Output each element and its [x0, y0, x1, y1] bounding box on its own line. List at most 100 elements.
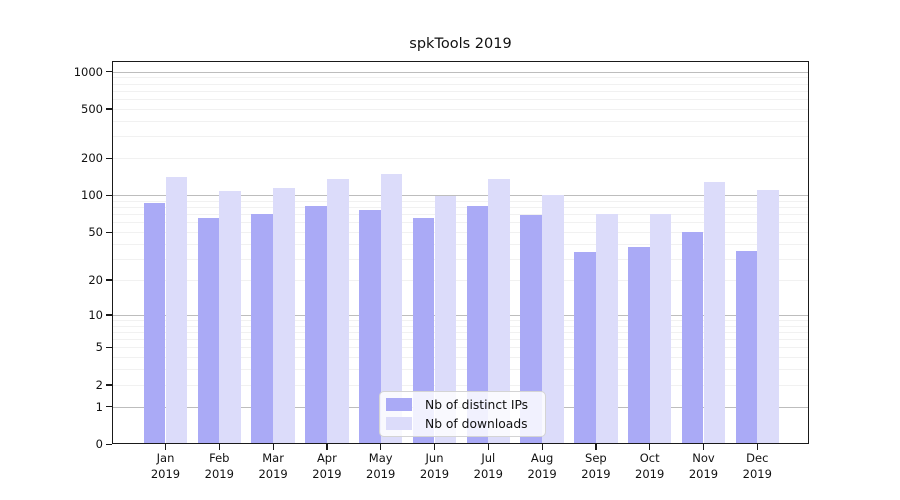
gridline-minor	[113, 347, 808, 349]
year-label: 2019	[581, 466, 611, 481]
bar-distinct-ips-dec	[735, 250, 758, 443]
legend-item-downloads: Nb of downloads	[386, 416, 537, 431]
x-tick-label-jan: Jan 2019	[138, 451, 194, 482]
year-label: 2019	[366, 466, 396, 481]
month-label: Jun	[425, 451, 444, 465]
legend: Nb of distinct IPs Nb of downloads	[379, 391, 546, 437]
month-label: Feb	[209, 451, 230, 465]
year-label: 2019	[204, 466, 234, 481]
gridline-minor	[113, 90, 808, 92]
y-tick-mark	[106, 346, 112, 349]
x-tick-mark	[595, 444, 597, 450]
gridline-major	[113, 195, 808, 197]
x-tick-mark	[541, 444, 543, 450]
month-label: Oct	[639, 451, 660, 465]
gridline-minor	[113, 325, 808, 327]
bar-distinct-ips-jun	[412, 218, 435, 443]
x-tick-label-aug: Aug 2019	[514, 451, 570, 482]
x-tick-mark	[434, 444, 436, 450]
gridline-minor	[113, 369, 808, 371]
bar-downloads-nov	[703, 182, 726, 443]
y-tick-label: 200	[81, 151, 103, 166]
x-tick-mark	[649, 444, 651, 450]
legend-swatch-downloads	[386, 417, 412, 430]
bar-distinct-ips-sep	[574, 252, 596, 443]
bar-downloads-feb	[219, 190, 241, 443]
y-tick-label: 50	[88, 225, 103, 240]
year-label: 2019	[742, 466, 772, 481]
year-label: 2019	[635, 466, 665, 481]
x-tick-label-sep: Sep 2019	[568, 451, 624, 482]
x-tick-label-nov: Nov 2019	[676, 451, 732, 482]
bar-distinct-ips-aug	[520, 215, 543, 443]
bar-downloads-oct	[649, 213, 672, 443]
gridline-minor	[113, 214, 808, 216]
bar-distinct-ips-feb	[197, 218, 220, 443]
gridline-minor	[113, 319, 808, 321]
bar-distinct-ips-mar	[251, 214, 274, 443]
gridline-minor	[113, 200, 808, 202]
x-tick-label-mar: Mar 2019	[245, 451, 301, 482]
x-tick-label-dec: Dec 2019	[729, 451, 785, 482]
gridline-minor	[113, 331, 808, 333]
plot-area: Nb of distinct IPs Nb of downloads	[112, 61, 809, 444]
y-tick-mark	[106, 279, 112, 281]
gridline-major	[113, 71, 808, 73]
x-tick-label-feb: Feb 2019	[191, 451, 247, 482]
month-label: Aug	[530, 451, 554, 465]
gridline-minor	[113, 158, 808, 160]
x-tick-label-oct: Oct 2019	[622, 451, 678, 482]
gridline-minor	[113, 384, 808, 386]
gridline-major	[113, 314, 808, 316]
gridline-minor	[113, 83, 808, 85]
y-tick-mark	[106, 314, 112, 316]
x-tick-label-jun: Jun 2019	[407, 451, 463, 482]
bar-downloads-sep	[595, 213, 618, 443]
y-tick-mark	[106, 194, 112, 197]
bar-downloads-jun	[434, 196, 457, 443]
bar-distinct-ips-apr	[305, 206, 327, 443]
gridline-minor	[113, 108, 808, 110]
x-tick-label-may: May 2019	[353, 451, 409, 482]
y-tick-label: 20	[88, 272, 103, 287]
gridline-minor	[113, 136, 808, 138]
gridline-minor	[113, 120, 808, 122]
legend-label-downloads: Nb of downloads	[425, 416, 528, 431]
gridline-minor	[113, 339, 808, 341]
month-label: Nov	[692, 451, 715, 465]
y-tick-label: 0	[95, 437, 103, 451]
year-label: 2019	[312, 466, 342, 481]
bar-distinct-ips-jul	[466, 205, 489, 443]
y-tick-label: 100	[81, 188, 103, 203]
x-tick-mark	[272, 444, 274, 450]
month-label: May	[368, 451, 393, 465]
gridline-minor	[113, 357, 808, 359]
y-tick-mark	[106, 231, 112, 233]
x-tick-mark	[487, 444, 490, 450]
gridline-minor	[113, 207, 808, 209]
y-tick-label: 500	[81, 101, 103, 116]
gridline-minor	[113, 243, 808, 245]
year-label: 2019	[688, 466, 719, 481]
y-tick-mark	[106, 443, 112, 445]
bar-distinct-ips-may	[359, 209, 381, 443]
x-tick-mark	[756, 444, 759, 450]
bar-downloads-apr	[326, 178, 349, 443]
month-label: Jan	[156, 451, 175, 465]
y-tick-label: 5	[95, 340, 103, 355]
month-label: Apr	[316, 451, 337, 465]
month-label: Mar	[262, 451, 284, 465]
bar-distinct-ips-nov	[681, 232, 704, 443]
x-tick-mark	[326, 444, 328, 450]
year-label: 2019	[527, 466, 557, 481]
bar-downloads-mar	[273, 188, 295, 443]
bar-downloads-dec	[757, 189, 779, 443]
bar-downloads-aug	[542, 195, 564, 443]
year-label: 2019	[473, 466, 503, 481]
x-tick-mark	[703, 444, 705, 450]
gridline-minor	[113, 232, 808, 234]
gridline-minor	[113, 222, 808, 224]
legend-item-distinct-ips: Nb of distinct IPs	[386, 397, 537, 412]
x-tick-mark	[165, 444, 167, 450]
y-tick-mark	[106, 384, 112, 386]
